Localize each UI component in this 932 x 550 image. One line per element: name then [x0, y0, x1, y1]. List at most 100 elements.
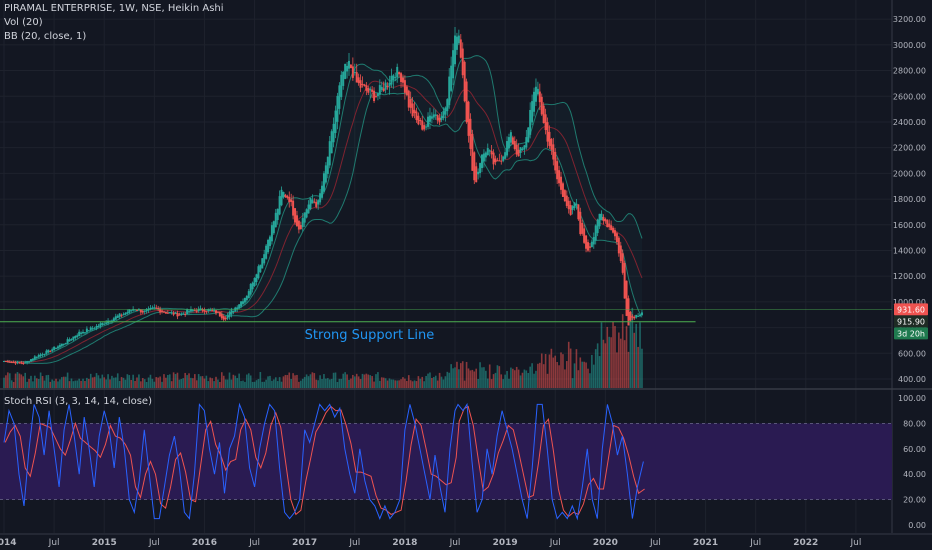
volume-bar — [459, 363, 462, 388]
volume-bar — [298, 381, 300, 388]
volume-bar — [128, 375, 131, 388]
volume-bar — [113, 377, 115, 388]
volume-bar — [434, 375, 437, 388]
candle-body — [191, 310, 194, 312]
candle-body — [639, 314, 642, 317]
volume-bar — [564, 369, 566, 388]
volume-bar — [247, 373, 250, 388]
volume-bar — [197, 374, 200, 388]
candle-body — [454, 35, 457, 65]
volume-bar — [80, 380, 82, 388]
volume-bar — [37, 379, 40, 388]
candle-body — [313, 201, 316, 203]
volume-bar — [66, 372, 69, 388]
bb-indicator-label[interactable]: BB (20, close, 1) — [4, 31, 87, 42]
candle-body — [592, 236, 595, 245]
candle-body — [282, 191, 285, 198]
candle-body — [238, 304, 241, 309]
candle-body — [93, 328, 96, 330]
candle-body — [101, 322, 104, 325]
volume-bar — [228, 372, 231, 388]
volume-bar — [604, 343, 607, 388]
candle-body — [288, 196, 291, 203]
volume-bar — [12, 381, 15, 388]
candle-body — [53, 346, 56, 351]
volume-bar — [407, 375, 410, 388]
candle-body — [290, 199, 293, 202]
candle-body — [334, 110, 337, 134]
candle-body — [533, 91, 536, 112]
volume-bar — [199, 376, 202, 388]
volume-bar — [184, 372, 186, 388]
volume-bar — [153, 381, 156, 388]
candle-body — [615, 233, 618, 243]
candle-body — [22, 363, 25, 365]
price-badge-text: 931.60 — [897, 305, 925, 314]
volume-bar — [340, 378, 343, 388]
candle-body — [268, 236, 271, 247]
volume-bar — [101, 374, 104, 388]
volume-bar — [629, 322, 632, 388]
candle-body — [621, 253, 624, 273]
volume-bar — [367, 374, 370, 388]
candle-body — [16, 361, 19, 363]
candle-body — [224, 317, 227, 320]
candle-body — [193, 310, 196, 312]
rsi-indicator-label[interactable]: Stoch RSI (3, 3, 14, 14, close) — [4, 396, 152, 407]
candle-body — [213, 310, 216, 312]
volume-bar — [55, 378, 57, 388]
candle-body — [330, 131, 333, 154]
volume-bar — [404, 378, 406, 388]
candle-body — [12, 362, 15, 364]
candle-body — [588, 246, 591, 248]
candle-body — [394, 76, 397, 78]
y-tick-label: 600.00 — [898, 349, 926, 358]
volume-bar — [253, 381, 256, 388]
volume-bar — [334, 372, 337, 388]
volume-bar — [18, 373, 21, 388]
candle-body — [68, 339, 71, 342]
candle-body — [428, 115, 431, 122]
candle-body — [292, 200, 295, 216]
candle-body — [585, 235, 588, 249]
volume-bar — [271, 380, 273, 388]
volume-bar — [124, 379, 127, 388]
volume-bar — [313, 373, 316, 388]
candle-body — [357, 77, 360, 84]
volume-bar — [523, 369, 526, 388]
volume-bar — [506, 371, 508, 388]
candle-body — [405, 86, 408, 95]
candle-body — [166, 312, 169, 314]
candle-body — [465, 81, 468, 122]
volume-bar — [311, 372, 314, 388]
y-tick-label: 2200.00 — [893, 144, 926, 153]
candle-body — [87, 330, 90, 332]
candle-body — [608, 223, 611, 227]
candle-body — [369, 88, 372, 91]
volume-bar — [589, 373, 591, 388]
volume-indicator-label[interactable]: Vol (20) — [4, 17, 43, 28]
candle-body — [344, 63, 347, 79]
volume-bar — [315, 379, 318, 388]
candle-body — [60, 343, 63, 347]
volume-bar — [35, 378, 38, 388]
candle-body — [253, 277, 256, 287]
candle-body — [340, 74, 343, 98]
candle-body — [164, 311, 167, 314]
candle-body — [159, 308, 162, 313]
volume-bar — [500, 374, 503, 388]
candle-body — [398, 72, 401, 75]
y-tick-label: 2600.00 — [893, 92, 926, 101]
volume-bar — [533, 373, 535, 388]
candle-body — [315, 202, 318, 207]
volume-bar — [390, 379, 393, 388]
candle-body — [521, 148, 524, 151]
volume-bar — [556, 361, 558, 388]
volume-bar — [22, 376, 25, 388]
volume-bar — [585, 362, 587, 388]
rsi-band-fill — [0, 423, 892, 500]
volume-bar — [76, 380, 79, 388]
volume-bar — [421, 376, 424, 388]
volume-bar — [261, 381, 264, 388]
